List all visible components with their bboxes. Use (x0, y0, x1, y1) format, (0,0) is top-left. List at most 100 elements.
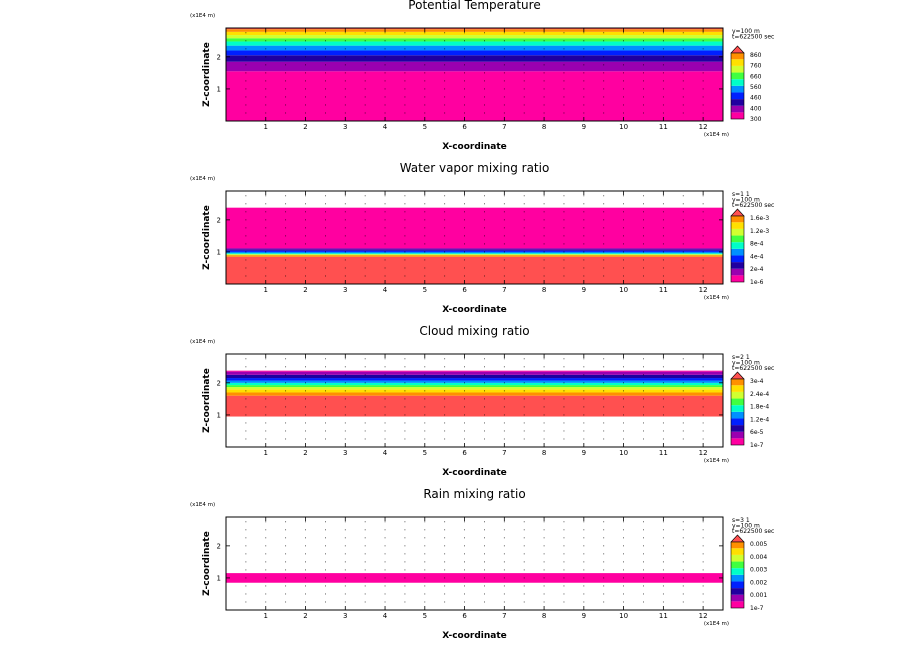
grid-dot (662, 382, 664, 384)
grid-dot (623, 601, 624, 603)
grid-dot (643, 267, 644, 269)
grid-dot (643, 243, 644, 245)
x-tick-label: 3 (343, 123, 347, 131)
grid-dot (404, 227, 406, 229)
grid-dot (285, 219, 287, 221)
grid-dot (424, 243, 426, 245)
grid-dot (682, 601, 684, 603)
grid-dot (305, 358, 306, 360)
grid-dot (404, 366, 406, 368)
grid-dot (384, 406, 386, 408)
grid-dot (404, 374, 406, 376)
grid-dot (583, 545, 585, 547)
grid-dot (265, 537, 267, 539)
grid-dot (603, 72, 605, 74)
grid-dot (444, 553, 446, 555)
grid-dot (682, 219, 684, 221)
grid-dot (285, 112, 287, 114)
grid-dot (464, 56, 465, 58)
grid-dot (305, 259, 306, 261)
grid-dot (404, 203, 406, 205)
grid-dot (603, 398, 605, 400)
grid-dot (364, 211, 366, 213)
colorbar-swatch (731, 574, 744, 582)
grid-dot (325, 545, 326, 547)
grid-dot (285, 227, 287, 229)
grid-dot (464, 430, 465, 432)
grid-dot (424, 259, 426, 261)
grid-dot (503, 593, 505, 595)
grid-dot (503, 88, 505, 90)
grid-dot (285, 243, 287, 245)
grid-dot (404, 104, 406, 106)
grid-dot (444, 88, 446, 90)
grid-dot (285, 529, 287, 531)
grid-dot (682, 112, 684, 114)
grid-dot (503, 374, 505, 376)
grid-dot (424, 366, 426, 368)
colorbar-label: 1e-7 (750, 605, 764, 612)
grid-dot (245, 112, 247, 114)
grid-dot (543, 553, 545, 555)
grid-dot (325, 211, 326, 213)
grid-dot (523, 64, 525, 66)
grid-dot (424, 80, 426, 82)
grid-dot (623, 521, 624, 523)
grid-dot (464, 88, 465, 90)
grid-dot (285, 88, 287, 90)
grid-dot (464, 227, 465, 229)
grid-dot (464, 64, 465, 66)
grid-dot (325, 438, 326, 440)
grid-dot (444, 80, 446, 82)
y-tick-label: 1 (217, 248, 221, 256)
colorbar-swatch (731, 568, 744, 575)
grid-dot (484, 32, 485, 34)
grid-dot (484, 521, 485, 523)
grid-dot (245, 275, 247, 277)
grid-dot (623, 398, 624, 400)
grid-dot (623, 430, 624, 432)
grid-dot (484, 243, 485, 245)
grid-dot (702, 545, 704, 547)
grid-dot (682, 80, 684, 82)
grid-dot (265, 112, 267, 114)
grid-dot (583, 406, 585, 408)
grid-dot (245, 438, 247, 440)
grid-dot (325, 358, 326, 360)
grid-dot (662, 275, 664, 277)
grid-dot (344, 438, 346, 440)
grid-dot (285, 40, 287, 42)
grid-dot (245, 267, 247, 269)
grid-dot (643, 32, 644, 34)
grid-dot (424, 112, 426, 114)
grid-dot (583, 72, 585, 74)
grid-dot (444, 561, 446, 563)
grid-dot (384, 219, 386, 221)
grid-dot (643, 211, 644, 213)
grid-dot (384, 88, 386, 90)
grid-dot (464, 72, 465, 74)
grid-dot (583, 585, 585, 587)
grid-dot (305, 64, 306, 66)
colorbar-swatch (731, 222, 744, 229)
grid-dot (643, 569, 644, 571)
grid-dot (384, 561, 386, 563)
grid-dot (523, 374, 525, 376)
grid-dot (623, 243, 624, 245)
grid-dot (444, 414, 446, 416)
grid-dot (424, 251, 426, 253)
grid-dot (603, 366, 605, 368)
grid-dot (285, 358, 287, 360)
grid-dot (285, 32, 287, 34)
chart-title: Cloud mixing ratio (419, 324, 529, 338)
grid-dot (424, 56, 426, 58)
grid-dot (603, 259, 605, 261)
colorbar-label: 4e-4 (750, 253, 764, 260)
x-axis-label: X-coordinate (442, 305, 507, 315)
grid-dot (523, 275, 525, 277)
grid-dot (464, 537, 465, 539)
grid-dot (603, 406, 605, 408)
grid-dot (702, 390, 704, 392)
grid-dot (662, 537, 664, 539)
grid-dot (285, 382, 287, 384)
